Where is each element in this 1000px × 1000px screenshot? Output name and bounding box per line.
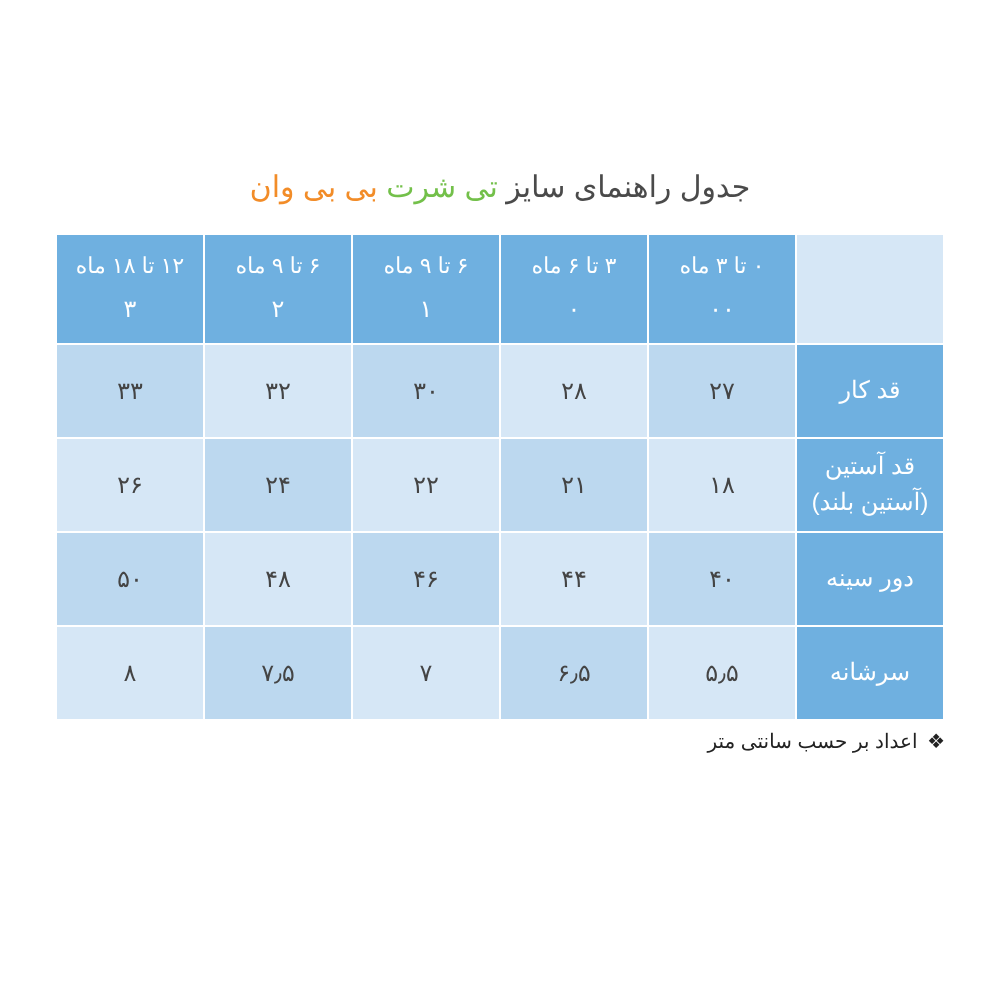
col-header-line1: ۳ تا ۶ ماه bbox=[532, 253, 617, 278]
row-label: سرشانه bbox=[796, 626, 944, 720]
cell: ۲۶ bbox=[56, 438, 204, 532]
cell: ۳۳ bbox=[56, 344, 204, 438]
header-row: ۰ تا ۳ ماه ۰۰ ۳ تا ۶ ماه ۰ ۶ تا ۹ ماه ۱ … bbox=[56, 234, 944, 344]
cell: ۴۰ bbox=[648, 532, 796, 626]
cell: ۷٫۵ bbox=[204, 626, 352, 720]
cell: ۴۶ bbox=[352, 532, 500, 626]
col-header-line2: ۰ bbox=[505, 291, 643, 329]
page-title: جدول راهنمای سایز تی شرت بی بی وان bbox=[55, 170, 945, 205]
cell: ۵۰ bbox=[56, 532, 204, 626]
col-header-3: ۶ تا ۹ ماه ۲ bbox=[204, 234, 352, 344]
row-label: دور سینه bbox=[796, 532, 944, 626]
row-label: قد کار bbox=[796, 344, 944, 438]
cell: ۲۴ bbox=[204, 438, 352, 532]
col-header-line2: ۰۰ bbox=[653, 291, 791, 329]
cell: ۳۰ bbox=[352, 344, 500, 438]
col-header-line2: ۱ bbox=[357, 291, 495, 329]
cell: ۴۴ bbox=[500, 532, 648, 626]
table-row: دور سینه ۴۰ ۴۴ ۴۶ ۴۸ ۵۰ bbox=[56, 532, 944, 626]
table-row: سرشانه ۵٫۵ ۶٫۵ ۷ ۷٫۵ ۸ bbox=[56, 626, 944, 720]
col-header-1: ۳ تا ۶ ماه ۰ bbox=[500, 234, 648, 344]
col-header-line1: ۶ تا ۹ ماه bbox=[236, 253, 321, 278]
header-corner bbox=[796, 234, 944, 344]
cell: ۴۸ bbox=[204, 532, 352, 626]
footnote-text: اعداد بر حسب سانتی متر bbox=[707, 731, 917, 753]
col-header-0: ۰ تا ۳ ماه ۰۰ bbox=[648, 234, 796, 344]
table-row: قد کار ۲۷ ۲۸ ۳۰ ۳۲ ۳۳ bbox=[56, 344, 944, 438]
table-row: قد آستین (آستین بلند) ۱۸ ۲۱ ۲۲ ۲۴ ۲۶ bbox=[56, 438, 944, 532]
cell: ۲۱ bbox=[500, 438, 648, 532]
cell: ۷ bbox=[352, 626, 500, 720]
col-header-line2: ۲ bbox=[209, 291, 347, 329]
title-part-2: تی شرت bbox=[386, 171, 498, 204]
cell: ۶٫۵ bbox=[500, 626, 648, 720]
size-chart-table: ۰ تا ۳ ماه ۰۰ ۳ تا ۶ ماه ۰ ۶ تا ۹ ماه ۱ … bbox=[55, 233, 945, 721]
cell: ۳۲ bbox=[204, 344, 352, 438]
col-header-4: ۱۲ تا ۱۸ ماه ۳ bbox=[56, 234, 204, 344]
table-body: قد کار ۲۷ ۲۸ ۳۰ ۳۲ ۳۳ قد آستین (آستین بل… bbox=[56, 344, 944, 720]
title-part-3: بی بی وان bbox=[250, 171, 378, 204]
cell: ۵٫۵ bbox=[648, 626, 796, 720]
page: جدول راهنمای سایز تی شرت بی بی وان ۰ تا … bbox=[0, 0, 1000, 1000]
row-label: قد آستین (آستین بلند) bbox=[796, 438, 944, 532]
col-header-2: ۶ تا ۹ ماه ۱ bbox=[352, 234, 500, 344]
cell: ۸ bbox=[56, 626, 204, 720]
col-header-line1: ۶ تا ۹ ماه bbox=[384, 253, 469, 278]
title-part-1: جدول راهنمای سایز bbox=[506, 171, 750, 204]
footnote: ❖ اعداد بر حسب سانتی متر bbox=[55, 729, 945, 754]
col-header-line1: ۱۲ تا ۱۸ ماه bbox=[76, 253, 184, 278]
col-header-line1: ۰ تا ۳ ماه bbox=[680, 253, 765, 278]
cell: ۲۷ bbox=[648, 344, 796, 438]
cell: ۲۸ bbox=[500, 344, 648, 438]
cell: ۱۸ bbox=[648, 438, 796, 532]
diamond-icon: ❖ bbox=[927, 731, 945, 753]
col-header-line2: ۳ bbox=[61, 291, 199, 329]
cell: ۲۲ bbox=[352, 438, 500, 532]
